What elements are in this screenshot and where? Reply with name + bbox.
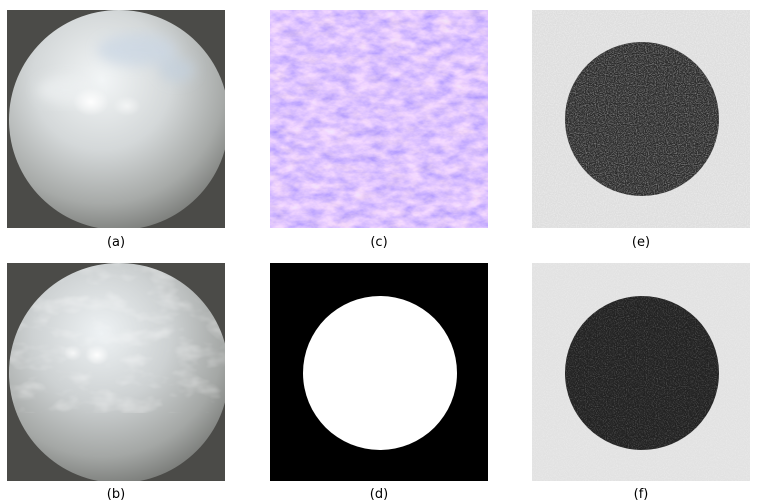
normal-map-texture [270,10,488,228]
caption-c: (c) [370,235,388,250]
panel-f-noisy-disk [532,263,750,481]
panel-a-sphere-image [7,10,225,228]
panel-d-binary-disk [270,263,488,481]
panel-c-normal-map [270,10,488,228]
panel-e-noisy-disk [532,10,750,228]
binary-disk-mask [270,263,488,481]
sphere-render-b [7,263,225,481]
noisy-disk-e [532,10,750,228]
sphere-render-a [7,10,225,228]
caption-b: (b) [106,487,126,502]
caption-f: (f) [633,487,649,502]
caption-e: (e) [631,235,651,250]
caption-a: (a) [106,235,126,250]
noisy-disk-f [532,263,750,481]
panel-b-sphere-image [7,263,225,481]
caption-d: (d) [369,487,389,502]
